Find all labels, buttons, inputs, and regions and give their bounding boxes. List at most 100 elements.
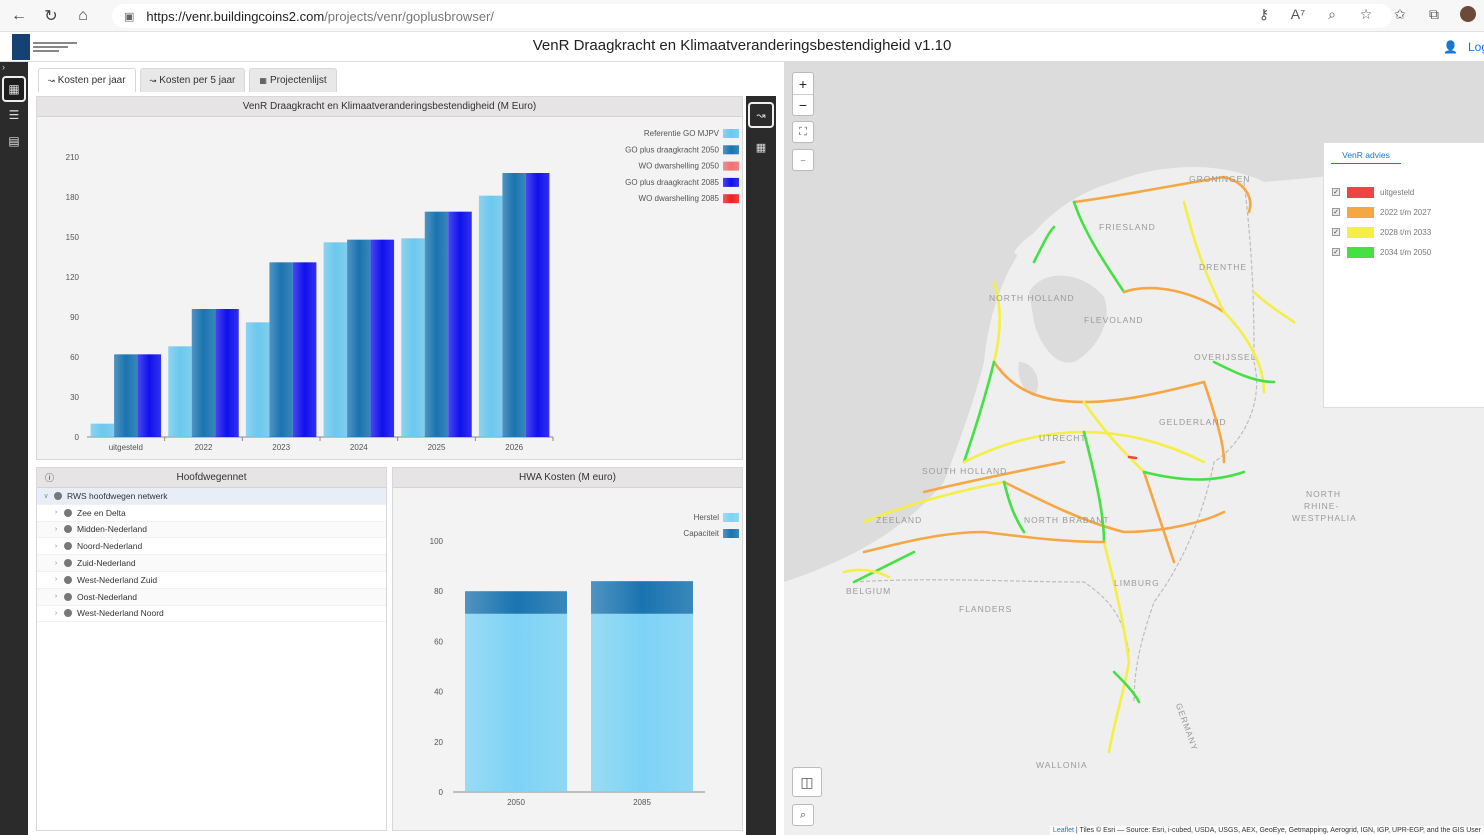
read-aloud-icon[interactable]: A⁷ xyxy=(1290,6,1306,22)
legend-swatch[interactable] xyxy=(723,129,739,138)
bar[interactable] xyxy=(502,173,526,437)
bar[interactable] xyxy=(215,309,239,437)
bar[interactable] xyxy=(323,242,348,437)
chevron-right-icon[interactable]: › xyxy=(54,576,58,584)
tree-item[interactable]: › Zuid-Nederland xyxy=(37,555,386,572)
tab-kosten-per-jaar[interactable]: ↝ Kosten per jaar xyxy=(38,68,136,92)
layers-icon[interactable]: ◫ xyxy=(792,767,822,797)
legend-item[interactable]: ✓ 2034 t/m 2050 xyxy=(1332,242,1484,262)
checkbox[interactable]: ✓ xyxy=(1332,208,1340,216)
chevron-right-icon[interactable]: › xyxy=(54,525,58,533)
legend-swatch xyxy=(1347,226,1374,238)
user-icon[interactable]: 👤 xyxy=(1443,40,1458,54)
app-header: VenR Draagkracht en Klimaatveranderingsb… xyxy=(0,32,1484,62)
expand-arrow-icon[interactable]: › xyxy=(2,62,5,72)
legend-swatch[interactable] xyxy=(723,529,739,538)
tree-label: West-Nederland Noord xyxy=(77,608,164,619)
legend-tab[interactable]: VenR advies xyxy=(1331,148,1401,164)
favorite-star-icon[interactable]: ☆ xyxy=(1359,6,1373,22)
stacked-bar-segment[interactable] xyxy=(465,613,567,792)
legend-swatch[interactable] xyxy=(723,194,739,204)
tree-item[interactable]: › Oost-Nederland xyxy=(37,588,386,606)
measure-icon[interactable]: ⎯ xyxy=(792,149,814,171)
line-chart-icon[interactable]: ↝ xyxy=(748,102,774,128)
chevron-right-icon[interactable]: › xyxy=(54,542,58,550)
checkbox[interactable]: ✓ xyxy=(1332,188,1340,196)
zoom-out-icon[interactable]: − xyxy=(793,94,813,115)
bar[interactable] xyxy=(137,354,162,437)
list-icon[interactable]: ☰ xyxy=(8,108,20,122)
legend-item[interactable]: ✓ 2022 t/m 2027 xyxy=(1332,202,1484,222)
legend-swatch[interactable] xyxy=(723,177,739,187)
favorites-icon[interactable]: ✩ xyxy=(1394,6,1406,22)
x-tick-label: 2050 xyxy=(507,798,525,807)
legend-swatch[interactable] xyxy=(723,161,739,171)
main-bar-chart: 0 30 60 90 120 150 180 210 uitgesteld 2022 2023 202… xyxy=(66,129,739,452)
chart-icon: ↝ xyxy=(48,76,55,85)
legend-label: GO plus draagkracht 2050 xyxy=(625,145,719,154)
legend-label: 2028 t/m 2033 xyxy=(1380,227,1432,237)
stacked-bar-segment[interactable] xyxy=(591,581,693,614)
tree-root[interactable]: ∨ RWS hoofdwegen netwerk xyxy=(37,488,386,505)
legend-swatch[interactable] xyxy=(723,145,739,155)
dashboard-icon[interactable]: ▦ xyxy=(2,76,26,102)
zoom-icon[interactable]: ⌕ xyxy=(1328,6,1336,22)
bar[interactable] xyxy=(90,423,115,437)
tree-item[interactable]: › West-Nederland Noord xyxy=(37,606,386,623)
map-icon[interactable]: ▤ xyxy=(8,134,20,148)
legend-item[interactable]: ✓ uitgesteld xyxy=(1332,182,1484,202)
info-icon[interactable]: ⓘ xyxy=(45,473,55,483)
bar[interactable] xyxy=(448,211,472,437)
chevron-down-icon[interactable]: ∨ xyxy=(43,492,49,500)
map-label: ZEELAND xyxy=(876,515,923,525)
tree-item[interactable]: › Noord-Nederland xyxy=(37,538,386,556)
bar[interactable] xyxy=(114,354,138,437)
table-icon[interactable]: ▦ xyxy=(755,141,767,154)
checkbox[interactable]: ✓ xyxy=(1332,228,1340,236)
tab-projectenlijst[interactable]: ▦ Projectenlijst xyxy=(249,68,337,92)
legend-swatch[interactable] xyxy=(723,513,739,522)
tree-item[interactable]: › Zee en Delta xyxy=(37,505,386,522)
bar[interactable] xyxy=(168,346,192,437)
legend-label: Referentie GO MJPV xyxy=(644,129,720,138)
back-icon[interactable]: ← xyxy=(11,6,27,24)
bar[interactable] xyxy=(292,262,317,437)
map-search-icon[interactable]: ⌕ xyxy=(792,804,814,826)
tree-item[interactable]: › Midden-Nederland xyxy=(37,521,386,539)
map-label: LIMBURG xyxy=(1114,578,1160,588)
tab-kosten-per-5-jaar[interactable]: ↝ Kosten per 5 jaar xyxy=(139,68,246,92)
collections-icon[interactable]: ⧉ xyxy=(1429,6,1439,22)
stacked-bar-segment[interactable] xyxy=(465,591,567,614)
checkbox[interactable]: ✓ xyxy=(1332,248,1340,256)
legend-label: uitgesteld xyxy=(1380,187,1415,197)
login-link[interactable]: Log xyxy=(1468,40,1484,54)
chevron-right-icon[interactable]: › xyxy=(54,559,58,567)
legend-item[interactable]: ✓ 2028 t/m 2033 xyxy=(1332,222,1484,242)
table-icon: ▦ xyxy=(259,76,267,85)
bar[interactable] xyxy=(525,173,550,437)
bar[interactable] xyxy=(424,211,449,437)
chevron-right-icon[interactable]: › xyxy=(54,509,58,517)
leaflet-link[interactable]: Leaflet xyxy=(1052,827,1074,834)
chevron-right-icon[interactable]: › xyxy=(54,609,58,617)
zoom-in-icon[interactable]: + xyxy=(798,75,808,92)
bar[interactable] xyxy=(478,195,503,437)
bar[interactable] xyxy=(245,322,270,437)
bar[interactable] xyxy=(401,238,425,437)
bar[interactable] xyxy=(347,239,371,437)
home-icon[interactable]: ⌂ xyxy=(78,6,88,24)
bar[interactable] xyxy=(191,309,216,437)
bar[interactable] xyxy=(269,262,293,437)
address-bar[interactable]: ▣ https://venr.buildingcoins2.com/projec… xyxy=(112,4,1392,28)
tree-panel: ⓘ Hoofdwegennet ∨ RWS hoofdwegen netwerk… xyxy=(36,467,387,831)
tree-label: Midden-Nederland xyxy=(77,524,147,535)
map-view[interactable]: + − ⛶ ⎯ ◫ ⌕ GRONINGEN FRIESLAND DRENTHE … xyxy=(784,62,1484,835)
fullscreen-icon[interactable]: ⛶ xyxy=(792,121,814,143)
stacked-bar-segment[interactable] xyxy=(591,613,693,792)
chevron-right-icon[interactable]: › xyxy=(54,593,58,601)
tree-item[interactable]: › West-Nederland Zuid xyxy=(37,572,386,589)
reload-icon[interactable]: ↻ xyxy=(44,7,58,25)
bar[interactable] xyxy=(370,239,395,437)
profile-avatar[interactable] xyxy=(1460,6,1476,22)
key-icon[interactable]: ⚷ xyxy=(1258,6,1270,22)
